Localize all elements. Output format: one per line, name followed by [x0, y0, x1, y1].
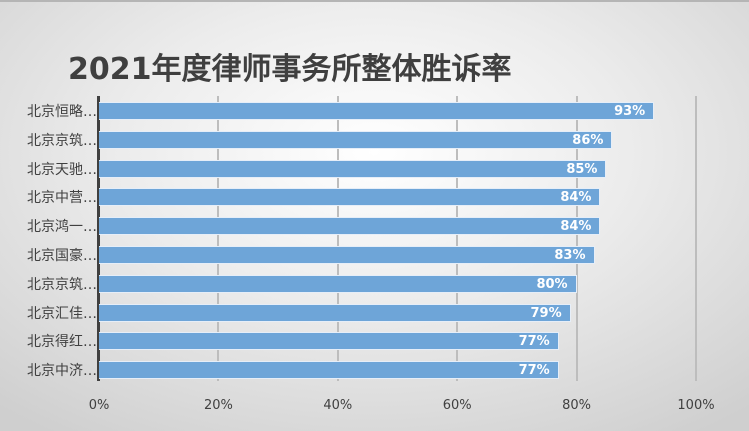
x-tick-label: 0% [88, 398, 110, 413]
category-label: 北京中济… [27, 363, 97, 380]
data-label: 77% [518, 334, 550, 350]
category-label: 北京得红… [27, 334, 97, 351]
category-label: 北京恒略… [27, 104, 97, 120]
category-label: 北京中营… [27, 190, 97, 207]
data-label: 83% [554, 248, 586, 263]
bar[interactable]: 80% [99, 274, 577, 293]
bar[interactable]: 77% [99, 332, 559, 351]
gridline [217, 96, 220, 381]
x-tick-label: 20% [203, 398, 233, 413]
category-label: 北京天驰… [27, 161, 97, 178]
plot-area: 93% 86% 85% 84% 84% 83% 80% 79% 77% 77% [97, 96, 697, 381]
data-label: 86% [572, 132, 604, 148]
category-label: 北京鸿一… [27, 219, 97, 236]
category-label: 北京京筑… [27, 132, 97, 149]
bar[interactable]: 93% [99, 102, 655, 120]
bar[interactable]: 85% [99, 159, 607, 178]
x-tick-label: 100% [677, 398, 715, 413]
bar[interactable]: 79% [99, 303, 571, 322]
bar[interactable]: 84% [99, 188, 601, 207]
bar[interactable]: 84% [99, 217, 601, 236]
x-tick-label: 60% [442, 398, 472, 413]
gridline [456, 96, 459, 381]
data-label: 85% [566, 161, 598, 177]
data-label: 77% [518, 363, 550, 379]
gridline [575, 96, 578, 381]
category-label: 北京汇佳… [27, 305, 97, 322]
data-label: 79% [530, 305, 562, 321]
bar[interactable]: 86% [99, 130, 613, 149]
bar[interactable]: 77% [99, 361, 559, 380]
data-label: 80% [536, 276, 568, 292]
y-axis-line [97, 96, 100, 381]
data-label: 84% [560, 190, 592, 206]
category-label: 北京国豪… [27, 248, 97, 264]
chart-title: 2021年度律师事务所整体胜诉率 [68, 52, 512, 87]
bar[interactable]: 83% [99, 246, 595, 264]
x-tick-label: 40% [323, 398, 353, 413]
data-label: 93% [614, 104, 646, 119]
x-tick-label: 80% [562, 398, 592, 413]
category-label: 北京京筑… [27, 276, 97, 293]
gridline [695, 96, 697, 381]
gridline [336, 96, 339, 381]
data-label: 84% [560, 219, 592, 235]
